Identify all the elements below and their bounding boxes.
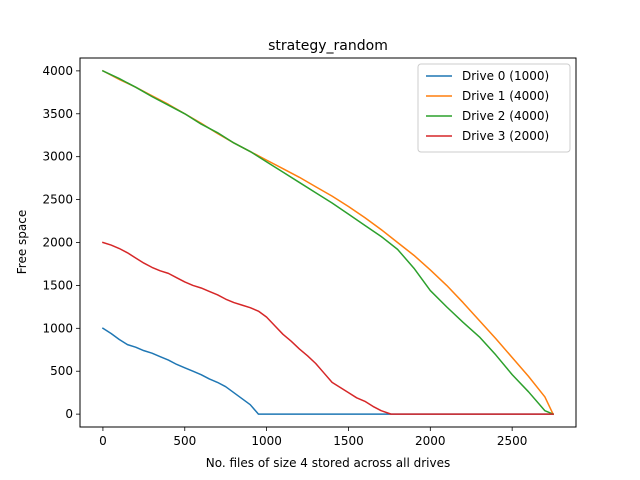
x-axis-label: No. files of size 4 stored across all dr… xyxy=(206,456,451,470)
x-tick-label: 2000 xyxy=(415,434,446,448)
x-tick-label: 1000 xyxy=(251,434,282,448)
legend-box xyxy=(417,63,571,153)
y-axis: 0 500 1000 1500 2000 2500 3000 3500 4000 xyxy=(42,64,80,421)
y-tick-label: 4000 xyxy=(42,64,73,78)
y-tick-label: 2000 xyxy=(42,236,73,250)
y-tick-label: 2500 xyxy=(42,193,73,207)
x-tick-label: 2500 xyxy=(497,434,528,448)
y-tick-label: 500 xyxy=(50,364,73,378)
x-tick-label: 1500 xyxy=(333,434,364,448)
legend-label: Drive 3 (2000) xyxy=(462,129,549,143)
x-axis: 0 500 1000 1500 2000 2500 xyxy=(99,427,527,448)
y-axis-label: Free space xyxy=(15,210,29,274)
series-line-drive-0 xyxy=(101,327,554,415)
series-line-drive-2 xyxy=(101,69,555,416)
y-tick-label: 3000 xyxy=(42,150,73,164)
legend: Drive 0 (1000) Drive 1 (4000) Drive 2 (400… xyxy=(417,63,571,153)
x-tick-label: 500 xyxy=(173,434,196,448)
series-line-drive-3 xyxy=(101,241,554,415)
x-tick-label: 0 xyxy=(99,434,107,448)
legend-label: Drive 0 (1000) xyxy=(462,69,549,83)
y-tick-label: 1000 xyxy=(42,321,73,335)
legend-label: Drive 1 (4000) xyxy=(462,89,549,103)
y-tick-label: 3500 xyxy=(42,107,73,121)
plot-lines xyxy=(101,69,555,416)
legend-label: Drive 2 (4000) xyxy=(462,109,549,123)
y-tick-label: 0 xyxy=(65,407,73,421)
chart-title: strategy_random xyxy=(268,38,388,54)
y-tick-label: 1500 xyxy=(42,278,73,292)
